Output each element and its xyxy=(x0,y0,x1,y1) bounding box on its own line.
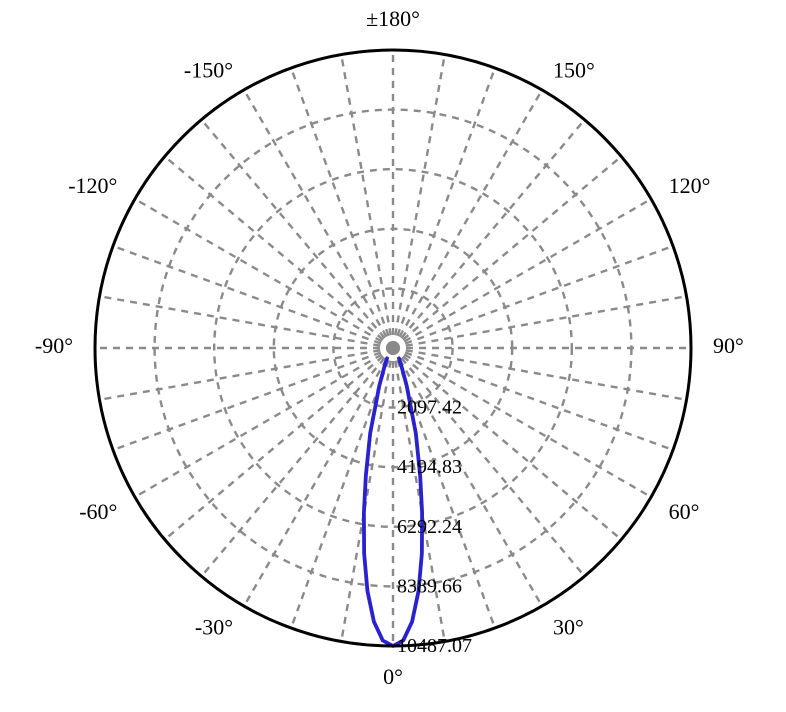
angle-label: -90° xyxy=(35,333,73,358)
radial-value-label: 6292.24 xyxy=(397,516,462,538)
polar-chart: 2097.424194.836292.248389.6610487.07 0°3… xyxy=(0,0,786,712)
angle-label: -30° xyxy=(195,615,233,640)
polar-spokes xyxy=(100,55,687,642)
angle-label: ±180° xyxy=(366,6,420,31)
grid-spoke xyxy=(201,120,393,348)
grid-spoke xyxy=(393,348,686,400)
angle-label: -60° xyxy=(79,499,117,524)
angle-label: 120° xyxy=(669,173,711,198)
angle-label: -150° xyxy=(184,57,233,82)
grid-spoke xyxy=(165,348,393,540)
angle-label: 150° xyxy=(553,57,595,82)
radial-labels: 2097.424194.836292.248389.6610487.07 xyxy=(397,397,472,657)
grid-spoke xyxy=(393,348,621,540)
grid-spoke xyxy=(393,296,686,348)
angle-label: 60° xyxy=(669,499,700,524)
grid-spoke xyxy=(165,156,393,348)
grid-spoke xyxy=(393,120,585,348)
grid-spoke xyxy=(100,348,393,400)
grid-spoke xyxy=(341,55,393,348)
grid-spoke xyxy=(393,55,445,348)
radial-value-label: 8389.66 xyxy=(397,575,462,597)
angle-label: 0° xyxy=(383,664,403,689)
angle-label: 30° xyxy=(553,615,584,640)
angle-label: 90° xyxy=(713,333,744,358)
angle-label: -120° xyxy=(68,173,117,198)
grid-spoke xyxy=(100,296,393,348)
radial-value-label: 2097.42 xyxy=(397,397,462,419)
radial-value-label: 4194.83 xyxy=(397,456,462,478)
grid-spoke xyxy=(393,156,621,348)
